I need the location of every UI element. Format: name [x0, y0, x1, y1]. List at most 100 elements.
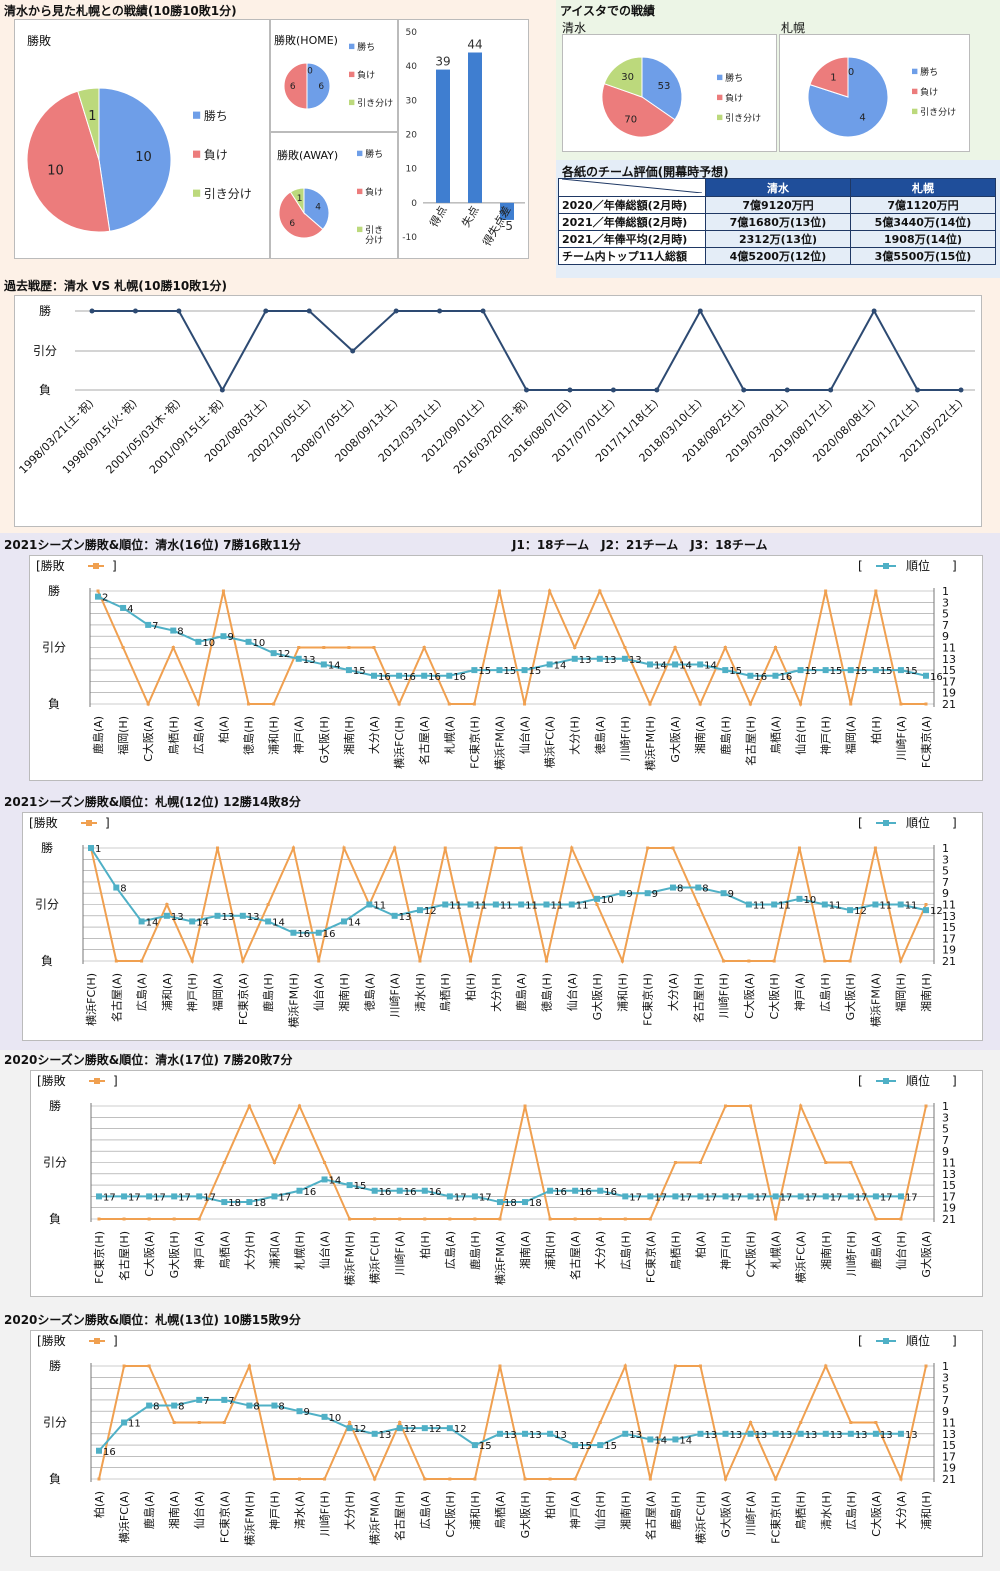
- rank-data-label: 17: [103, 1192, 116, 1203]
- x-tick-label: 浦和(H): [268, 716, 281, 755]
- x-tick-label: 鳥栖(H): [438, 973, 452, 1012]
- rank-tick-label: 19: [942, 1202, 956, 1215]
- rank-tick-label: 11: [942, 899, 956, 912]
- pie-slice: [26, 90, 111, 233]
- rank-point: [366, 901, 373, 908]
- pie-slice: [603, 56, 643, 98]
- legend-rank-marker: [883, 1078, 889, 1084]
- rank-tick-label: 3: [942, 596, 949, 609]
- evaluation-row: チーム内トップ11人総額 4億5200万(12位) 3億5500万(15位): [558, 247, 996, 265]
- x-tick-label: G大阪(H): [518, 1491, 532, 1538]
- y-tick-label: 30: [406, 96, 418, 106]
- rank-point: [522, 1199, 529, 1206]
- bar-data-label: 39: [435, 55, 450, 69]
- legend-swatch: [349, 43, 355, 50]
- rank-data-label: 10: [601, 895, 614, 906]
- wl-point: [849, 1161, 853, 1164]
- rank-point: [496, 1430, 503, 1437]
- rank-data-label: 16: [754, 672, 767, 683]
- history-point: [784, 387, 790, 393]
- rank-point: [138, 918, 145, 925]
- legend-label: 引き分け: [357, 98, 393, 109]
- wl-point: [348, 1421, 352, 1424]
- wl-point: [472, 702, 476, 706]
- rank-point: [121, 1419, 128, 1426]
- rank-data-label: 15: [604, 1441, 617, 1452]
- rank-data-label: 16: [378, 672, 391, 683]
- x-tick-label: 鹿島(H): [261, 973, 275, 1012]
- legend-label: 分け: [365, 235, 383, 246]
- rank-point: [189, 918, 196, 925]
- wl-point: [473, 1477, 477, 1481]
- rank-data-label: 15: [353, 666, 366, 677]
- rank-point: [695, 884, 702, 891]
- rank-point: [568, 901, 575, 908]
- legend-wl-marker: [93, 563, 99, 569]
- wl-tick-label: 引分: [35, 898, 59, 912]
- x-tick-label: 仙台(A): [318, 1231, 332, 1269]
- main-pie-title: 勝敗: [27, 34, 52, 48]
- legend-wl-marker: [94, 1338, 100, 1344]
- pie-data-label: 1: [88, 109, 96, 124]
- rank-data-label: 15: [880, 666, 893, 677]
- wl-point: [221, 589, 225, 593]
- x-tick-label: 神戸(H): [819, 716, 833, 755]
- wl-point: [197, 1217, 201, 1221]
- history-point: [524, 387, 529, 393]
- bar-data-label: 44: [467, 38, 482, 52]
- rank-data-label: 15: [729, 666, 742, 677]
- x-tick-label: 大分(A): [666, 973, 680, 1011]
- history-line-chart: 勝引分負1998/03/21(土･祝)1998/09/15(火･祝)2001/0…: [16, 303, 975, 476]
- rank-data-label: 16: [403, 672, 416, 683]
- rank-point: [622, 1430, 629, 1437]
- wl-point: [874, 1217, 878, 1221]
- evaluation-cell: 3億5500万(15位): [850, 247, 996, 265]
- pie-data-label: 6: [318, 82, 324, 92]
- x-tick-label: 湘南(H): [618, 1491, 632, 1530]
- rank-data-label: 12: [930, 906, 943, 917]
- rank-data-label: 8: [178, 1402, 184, 1413]
- x-tick-label: 柏(A): [693, 1231, 707, 1258]
- pie-slice: [98, 87, 172, 232]
- rank-tick-label: 3: [942, 853, 949, 866]
- rank-tick-label: 17: [942, 1190, 956, 1203]
- x-tick-label: G大阪(A): [919, 1231, 933, 1278]
- bar: [436, 69, 450, 203]
- pie-slice: [77, 87, 100, 161]
- rank-tick-label: 3: [942, 1371, 949, 1384]
- rank-point: [446, 1425, 453, 1432]
- rank-data-label: 11: [373, 901, 386, 912]
- rank-line: [90, 847, 927, 934]
- rank-point: [315, 929, 322, 936]
- x-tick-label: C大阪(H): [744, 1231, 758, 1278]
- wl-point: [724, 1477, 728, 1481]
- wl-tick-label: 引分: [42, 641, 66, 655]
- rank-data-label: 14: [554, 660, 567, 671]
- x-tick-label: C大阪(A): [869, 1491, 883, 1537]
- pie-slice: [809, 56, 849, 98]
- x-tick-label: 横浜FC(H): [84, 973, 98, 1026]
- evaluation-cell: 1908万(14位): [850, 230, 996, 248]
- rank-data-label: 17: [454, 1192, 467, 1203]
- rank-point: [321, 1413, 328, 1420]
- wl-point: [322, 646, 326, 649]
- wl-point: [749, 1104, 753, 1108]
- x-tick-label: 湘南(A): [693, 716, 707, 754]
- wl-point: [443, 846, 447, 850]
- x-tick-label: 川崎F(H): [618, 716, 632, 761]
- wl-point: [96, 589, 100, 593]
- rank-point: [146, 1402, 153, 1409]
- wl-point: [573, 1217, 577, 1221]
- rank-tick-label: 7: [942, 1394, 949, 1407]
- history-point: [219, 387, 225, 393]
- x-tick-label: 得点: [427, 204, 449, 230]
- wl-tick-label: 勝: [49, 1098, 61, 1113]
- pie-data-label: 4: [859, 112, 865, 123]
- x-tick-label: 鳥栖(H): [166, 716, 180, 755]
- x-tick-label: 大分(H): [568, 716, 582, 755]
- rank-point: [847, 1430, 854, 1437]
- x-tick-label: 川崎F(H): [844, 1231, 858, 1276]
- wl-point: [190, 959, 194, 963]
